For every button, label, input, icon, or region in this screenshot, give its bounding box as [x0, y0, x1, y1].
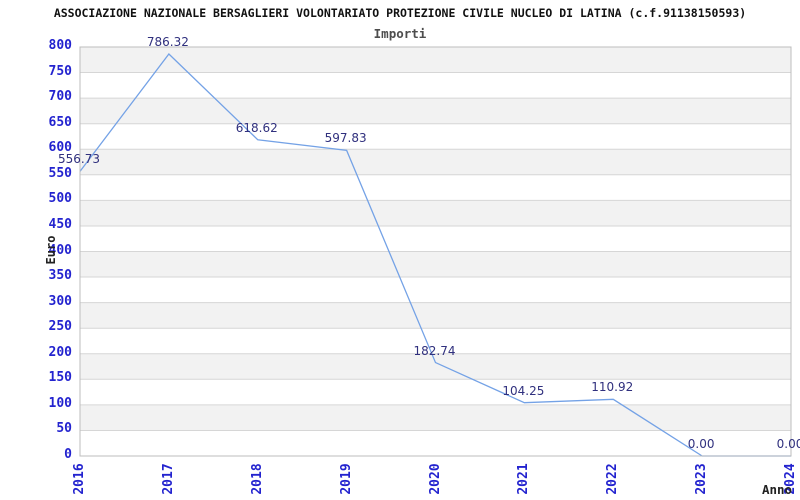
y-tick-label: 400 — [48, 242, 72, 258]
series-line — [79, 53, 791, 457]
value-label: 0.00 — [687, 437, 715, 451]
x-axis-title: Anno — [761, 482, 793, 497]
value-label: 597.83 — [324, 131, 367, 146]
value-label: 182.74 — [413, 343, 456, 358]
y-tick-label: 700 — [48, 89, 72, 105]
value-label: 104.25 — [502, 383, 545, 398]
y-tick-label: 650 — [48, 114, 72, 130]
x-tick-label: 2016 — [72, 463, 87, 495]
y-tick-label: 200 — [48, 344, 72, 360]
y-tick-label: 500 — [48, 191, 72, 207]
x-tick-label: 2019 — [338, 463, 354, 495]
y-tick-label: 250 — [48, 319, 72, 335]
y-tick-label: 800 — [48, 38, 72, 53]
value-label: 786.32 — [146, 34, 189, 49]
y-tick-label: 300 — [48, 293, 72, 309]
value-label: 618.62 — [235, 120, 278, 135]
x-tick-label: 2022 — [605, 463, 621, 495]
plot-svg — [79, 46, 792, 457]
background-band — [80, 302, 791, 329]
value-label: 556.73 — [58, 152, 100, 167]
y-tick-label: 550 — [48, 165, 72, 181]
background-band — [80, 149, 791, 175]
y-tick-label: 600 — [48, 140, 72, 156]
chart-title: ASSOCIAZIONE NAZIONALE BERSAGLIERI VOLON… — [53, 6, 747, 20]
y-tick-label: 350 — [48, 268, 72, 284]
x-tick-label: 2018 — [249, 463, 265, 495]
value-label: 110.92 — [591, 380, 634, 395]
y-tick-label: 750 — [48, 63, 72, 79]
background-band — [80, 251, 791, 278]
y-tick-label: 100 — [48, 395, 72, 411]
background-band — [80, 353, 791, 380]
y-axis-title: Euro — [44, 235, 58, 265]
x-tick-label: 2021 — [516, 463, 532, 495]
x-tick-label: 2023 — [694, 463, 710, 495]
x-tick-label: 2020 — [427, 463, 443, 495]
y-tick-label: 0 — [64, 447, 72, 462]
y-tick-label: 450 — [48, 216, 72, 232]
background-band — [80, 200, 791, 226]
value-label: 0.00 — [776, 437, 800, 451]
x-tick-label: 2017 — [160, 463, 176, 495]
chart-subtitle: Importi — [373, 26, 427, 41]
background-band — [80, 98, 791, 124]
background-band — [80, 404, 791, 431]
y-tick-label: 50 — [56, 421, 72, 437]
background-band — [80, 47, 791, 73]
y-tick-label: 150 — [48, 370, 72, 386]
plot-area — [79, 46, 792, 461]
plot-border — [79, 46, 792, 457]
